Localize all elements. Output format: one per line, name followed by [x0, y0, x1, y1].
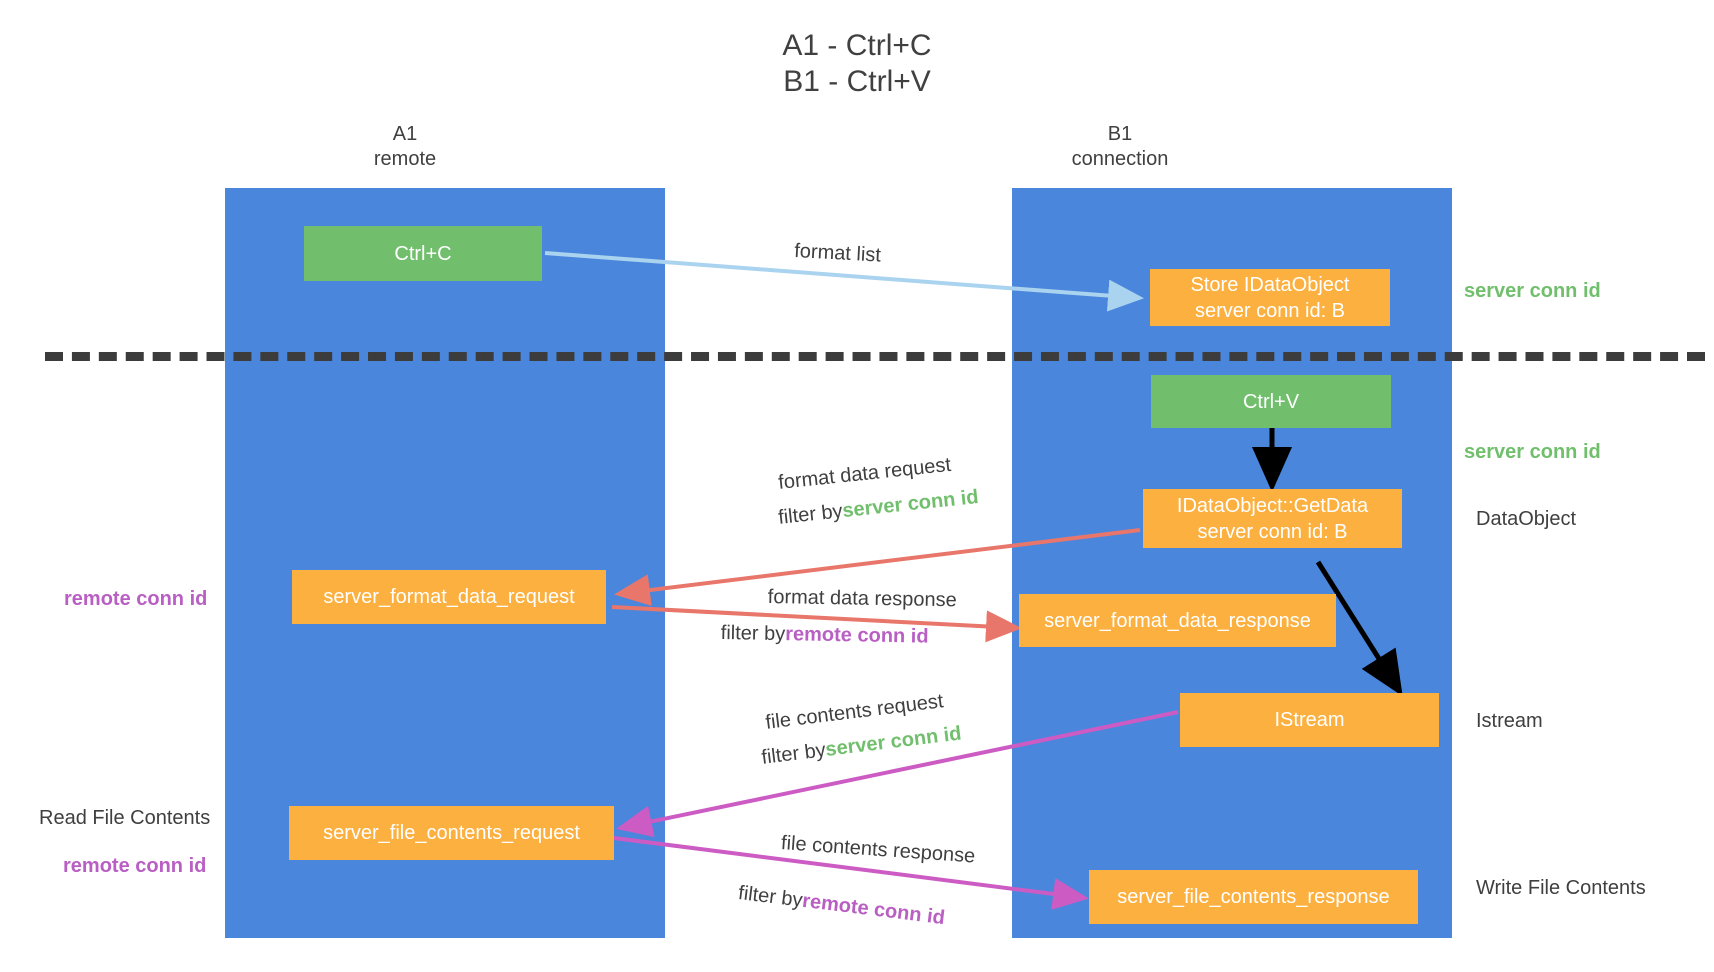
- edge-label-format-list: format list: [793, 239, 882, 267]
- annotation-server-conn-id-top: server conn id: [1464, 280, 1601, 302]
- edge-label-file-contents-response-filter: filter byremote conn id: [737, 880, 946, 931]
- page-title: A1 - Ctrl+C B1 - Ctrl+V: [782, 29, 932, 98]
- filter-key-server-conn-id: server conn id: [841, 485, 980, 523]
- filter-prefix: filter by: [760, 739, 827, 769]
- filter-prefix: filter by: [777, 500, 844, 529]
- node-ctrl-c[interactable]: Ctrl+C: [304, 226, 542, 281]
- node-server-file-contents-request[interactable]: server_file_contents_request: [289, 806, 614, 860]
- edge-label-format-data-response: format data response: [767, 585, 957, 612]
- lane-header-b1: B1 connection: [1071, 123, 1169, 170]
- edge-label-file-contents-response: file contents response: [780, 831, 976, 868]
- filter-key-server-conn-id: server conn id: [824, 722, 963, 761]
- edge-label-format-data-response-filter: filter byremote conn id: [721, 620, 929, 650]
- annotation-remote-conn-id-bottom: remote conn id: [63, 855, 207, 877]
- filter-key-remote-conn-id: remote conn id: [785, 623, 929, 648]
- node-ctrl-v[interactable]: Ctrl+V: [1151, 375, 1391, 428]
- annotation-remote-conn-id-top: remote conn id: [64, 588, 208, 610]
- node-server-format-data-request[interactable]: server_format_data_request: [292, 570, 606, 624]
- annotation-istream: Istream: [1476, 710, 1543, 732]
- annotation-dataobject: DataObject: [1476, 508, 1577, 530]
- annotation-write-file-contents: Write File Contents: [1476, 877, 1646, 899]
- annotation-server-conn-id-mid: server conn id: [1464, 441, 1601, 463]
- node-istream[interactable]: IStream: [1180, 693, 1439, 747]
- lane-header-a1: A1 remote: [373, 123, 437, 170]
- filter-prefix: filter by: [737, 881, 804, 912]
- filter-prefix: filter by: [720, 621, 786, 646]
- filter-key-remote-conn-id: remote conn id: [801, 889, 947, 930]
- phase-divider: [45, 352, 1705, 361]
- node-server-file-contents-response[interactable]: server_file_contents_response: [1089, 870, 1418, 924]
- annotation-read-file-contents: Read File Contents: [39, 807, 211, 829]
- node-idataobject-getdata[interactable]: IDataObject::GetData server conn id: B: [1143, 489, 1402, 548]
- node-server-format-data-response[interactable]: server_format_data_response: [1019, 594, 1336, 647]
- node-store-idataobject[interactable]: Store IDataObject server conn id: B: [1150, 269, 1390, 326]
